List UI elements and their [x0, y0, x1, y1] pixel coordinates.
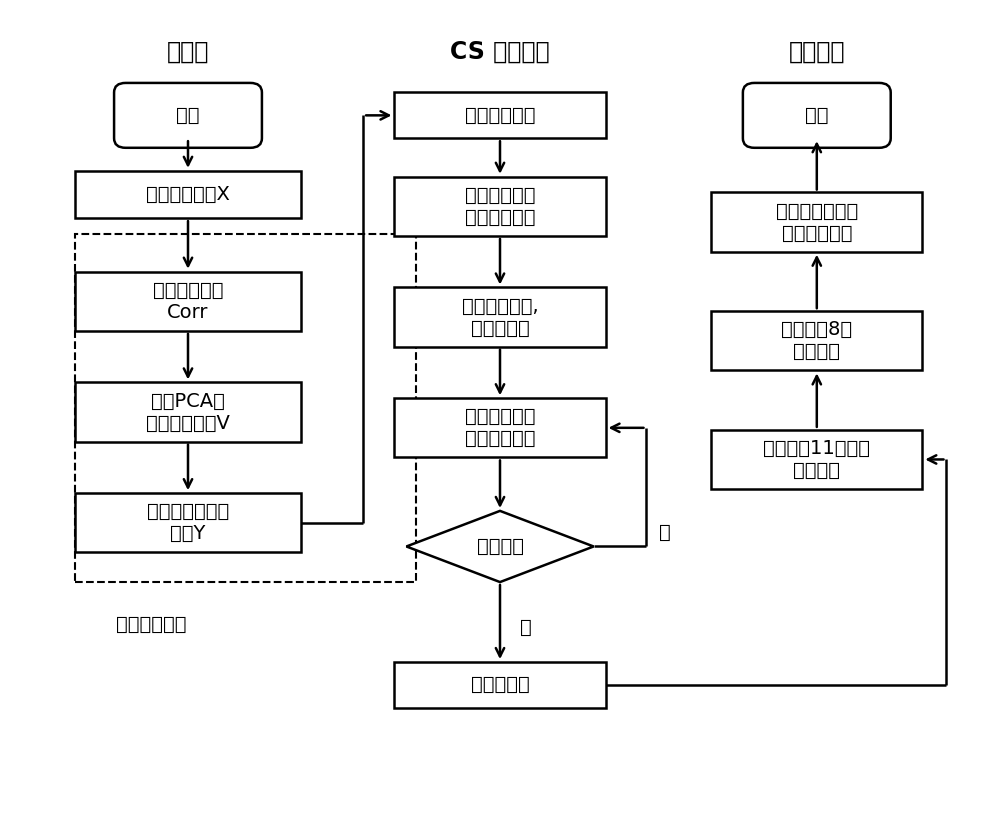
- Text: 是否终止: 是否终止: [477, 537, 524, 556]
- Text: 输入观测数据X: 输入观测数据X: [146, 185, 230, 204]
- Bar: [711, 193, 922, 252]
- Text: 白化降维处理: 白化降维处理: [116, 615, 186, 634]
- Bar: [75, 493, 301, 552]
- Text: 是: 是: [520, 618, 532, 637]
- Bar: [75, 382, 301, 442]
- Bar: [711, 311, 922, 371]
- Bar: [394, 92, 606, 138]
- Text: 开始: 开始: [176, 105, 200, 125]
- Text: 计算白化降维后
数据Y: 计算白化降维后 数据Y: [147, 503, 229, 543]
- Text: 初始化巢位置: 初始化巢位置: [465, 105, 535, 125]
- Text: 预处理: 预处理: [167, 40, 209, 64]
- Text: 否: 否: [659, 522, 671, 541]
- Bar: [394, 176, 606, 236]
- Text: 解混结果: 解混结果: [789, 40, 845, 64]
- Text: 以一定的概率
更新部分巢位: 以一定的概率 更新部分巢位: [465, 407, 535, 448]
- Bar: [394, 398, 606, 457]
- Text: 根据式（8）
估计丰度: 根据式（8） 估计丰度: [781, 321, 852, 361]
- FancyBboxPatch shape: [114, 83, 262, 147]
- Bar: [394, 288, 606, 347]
- Text: 更新鸟巢位置,
记录最优巢: 更新鸟巢位置, 记录最优巢: [462, 297, 538, 338]
- Text: 根据式（11）求得
解混矩阵: 根据式（11）求得 解混矩阵: [763, 439, 870, 480]
- Polygon shape: [406, 511, 594, 582]
- Text: 结束: 结束: [805, 105, 829, 125]
- Bar: [394, 662, 606, 708]
- Text: 非负最小二乘法
估计端元光谱: 非负最小二乘法 估计端元光谱: [776, 202, 858, 242]
- Bar: [75, 171, 301, 218]
- Bar: [75, 272, 301, 331]
- FancyBboxPatch shape: [743, 83, 891, 147]
- Text: CS 优化求解: CS 优化求解: [450, 40, 550, 64]
- Bar: [75, 234, 416, 582]
- Text: 输出最优巢: 输出最优巢: [471, 676, 529, 695]
- Bar: [711, 430, 922, 489]
- Text: 利用PCA求
白化降维矩阵V: 利用PCA求 白化降维矩阵V: [146, 391, 230, 433]
- Text: 记录当前的最
优巢和适度值: 记录当前的最 优巢和适度值: [465, 186, 535, 227]
- Text: 求自相关矩阵
Corr: 求自相关矩阵 Corr: [153, 281, 223, 321]
